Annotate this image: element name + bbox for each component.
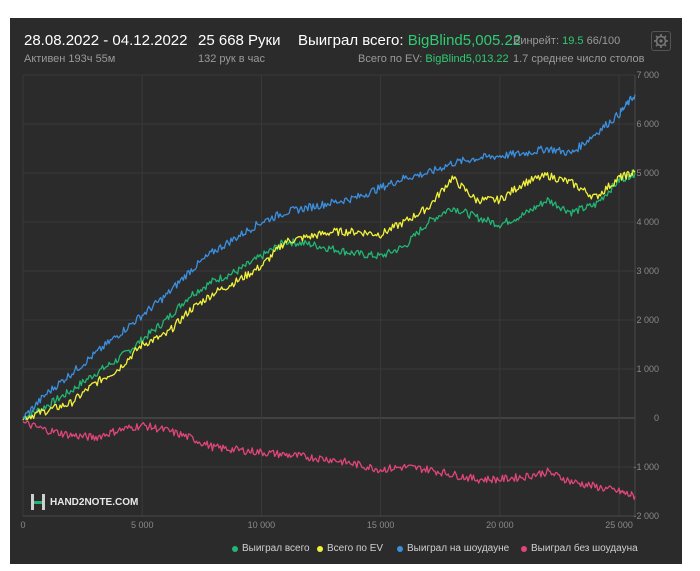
series-line-nonshowdown bbox=[22, 420, 636, 500]
y-tick-label: 1 000 bbox=[636, 364, 659, 374]
y-tick-label: 7 000 bbox=[636, 70, 659, 80]
y-tick-label: 6 000 bbox=[636, 119, 659, 129]
legend-label-total: Выиграл всего bbox=[242, 543, 310, 554]
winrate-label: Винрейт: bbox=[513, 35, 560, 47]
x-tick-label: 25 000 bbox=[605, 520, 633, 530]
won-total: Выиграл всего: BigBlind5,005.22 bbox=[298, 32, 521, 49]
won-value: BigBlind5,005.22 bbox=[407, 32, 522, 49]
hand2note-logo: HAND2NOTE.COM bbox=[30, 493, 138, 511]
won-label: Выиграл всего: bbox=[298, 32, 404, 49]
ev-label: Всего по EV: bbox=[358, 53, 423, 65]
active-time: Активен 193ч 55м bbox=[24, 53, 116, 65]
legend-label-showdown: Выиграл на шоудауне bbox=[407, 543, 510, 554]
legend-dot-total bbox=[232, 545, 238, 552]
date-range: 28.08.2022 - 04.12.2022 bbox=[24, 32, 188, 49]
x-tick-label: 15 000 bbox=[367, 520, 395, 530]
chart-panel: 28.08.2022 - 04.12.2022 Активен 193ч 55м… bbox=[10, 18, 682, 564]
legend-dot-ev bbox=[317, 545, 323, 552]
y-tick-label: 0 bbox=[654, 413, 659, 423]
y-tick-label: 3 000 bbox=[636, 266, 659, 276]
legend-label-nonshowdown: Выиграл без шоудауна bbox=[531, 543, 638, 554]
x-tick-label: 10 000 bbox=[248, 520, 276, 530]
legend-dot-nonshowdown bbox=[521, 545, 527, 552]
avg-tables: 1.7 среднее число столов bbox=[513, 53, 645, 65]
legend-item-showdown[interactable]: Выиграл на шоудауне bbox=[397, 543, 509, 554]
winrate-rest: 66/100 bbox=[586, 35, 621, 47]
settings-button[interactable] bbox=[651, 31, 671, 51]
gear-icon bbox=[654, 34, 668, 48]
legend-item-nonshowdown[interactable]: Выиграл без шоудауна bbox=[521, 543, 638, 554]
hands-per-hour: 132 рук в час bbox=[198, 53, 266, 65]
y-tick-label: 2 000 bbox=[636, 315, 659, 325]
y-tick-label: -2 000 bbox=[633, 511, 659, 521]
logo-text: HAND2NOTE.COM bbox=[50, 496, 139, 508]
line-chart: 7 000 6 000 5 000 4 000 3 000 2 000 1 000 0 -1 0… bbox=[20, 70, 659, 530]
ev-total: Всего по EV: BigBlind5,013.22 bbox=[358, 53, 509, 65]
series-line-ev bbox=[22, 169, 636, 421]
legend-item-total[interactable]: Выиграл всего bbox=[232, 543, 310, 554]
x-tick-label: 5 000 bbox=[131, 520, 154, 530]
y-tick-label: -1 000 bbox=[633, 462, 659, 472]
h-logo-icon bbox=[31, 494, 45, 510]
x-tick-label: 20 000 bbox=[486, 520, 514, 530]
legend-dot-showdown bbox=[397, 545, 403, 552]
winrate-value: 19.5 bbox=[562, 35, 584, 47]
ev-value: BigBlind5,013.22 bbox=[425, 53, 509, 65]
y-tick-label: 4 000 bbox=[636, 217, 659, 227]
x-tick-label: 0 bbox=[20, 520, 25, 530]
winrate: Винрейт: 19.5 66/100 bbox=[513, 35, 620, 47]
series-line-showdown bbox=[22, 94, 636, 420]
y-tick-label: 5 000 bbox=[636, 168, 659, 178]
series-line-total bbox=[22, 169, 636, 421]
legend-label-ev: Всего по EV bbox=[327, 543, 384, 554]
legend-item-ev[interactable]: Всего по EV bbox=[317, 543, 383, 554]
hands-count: 25 668 Руки bbox=[198, 32, 281, 49]
